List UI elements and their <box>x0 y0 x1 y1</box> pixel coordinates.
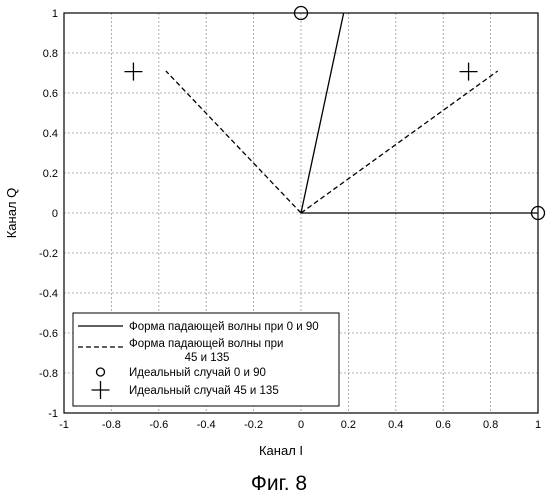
dashed-waveform-line <box>166 71 301 213</box>
figure-caption: Фиг. 8 <box>251 472 307 495</box>
legend-entry-label: Форма падающей волны при <box>129 338 283 350</box>
y-tick-label: -1 <box>48 408 58 420</box>
x-tick-label: -0.8 <box>102 419 121 431</box>
y-tick-label: 0 <box>52 208 58 220</box>
dashed-waveform-line <box>301 71 498 213</box>
y-tick-label: 1 <box>52 8 58 20</box>
x-tick-label: 0.6 <box>436 419 451 431</box>
series <box>124 7 544 220</box>
ideal-point-plus <box>124 63 142 81</box>
y-tick-label: -0.6 <box>39 328 58 340</box>
x-tick-label: 1 <box>535 419 541 431</box>
x-tick-label: -0.6 <box>149 419 168 431</box>
legend-entry-label: Идеальный случай 0 и 90 <box>129 367 266 379</box>
series-0 <box>301 13 538 213</box>
y-tick-label: 0.4 <box>43 128 58 140</box>
y-tick-label: -0.4 <box>39 288 58 300</box>
x-tick-label: 0.8 <box>483 419 498 431</box>
x-tick-label: -0.4 <box>197 419 216 431</box>
legend-entry-label: 45 и 135 <box>185 352 230 364</box>
legend-entry-label: Форма падающей волны при 0 и 90 <box>129 321 319 333</box>
y-tick-label: -0.8 <box>39 368 58 380</box>
x-tick-label: -1 <box>59 419 69 431</box>
x-tick-label: 0.2 <box>341 419 356 431</box>
y-tick-label: -0.2 <box>39 248 58 260</box>
legend-entry-label: Идеальный случай 45 и 135 <box>129 385 279 397</box>
series-1 <box>166 71 498 213</box>
legend: Форма падающей волны при 0 и 90 Форма пад… <box>73 313 339 406</box>
y-axis-title: Канал Q <box>4 188 19 239</box>
y-tick-label: 0.6 <box>43 88 58 100</box>
ideal-point-plus <box>460 63 478 81</box>
x-tick-label: 0 <box>298 419 304 431</box>
solid-waveform-line <box>301 13 344 213</box>
series-2 <box>295 7 545 220</box>
x-tick-label: -0.2 <box>244 419 263 431</box>
x-tick-label: 0.4 <box>388 419 403 431</box>
y-tick-label: 0.2 <box>43 168 58 180</box>
y-tick-label: 0.8 <box>43 48 58 60</box>
x-axis-title: Канал I <box>259 443 303 458</box>
